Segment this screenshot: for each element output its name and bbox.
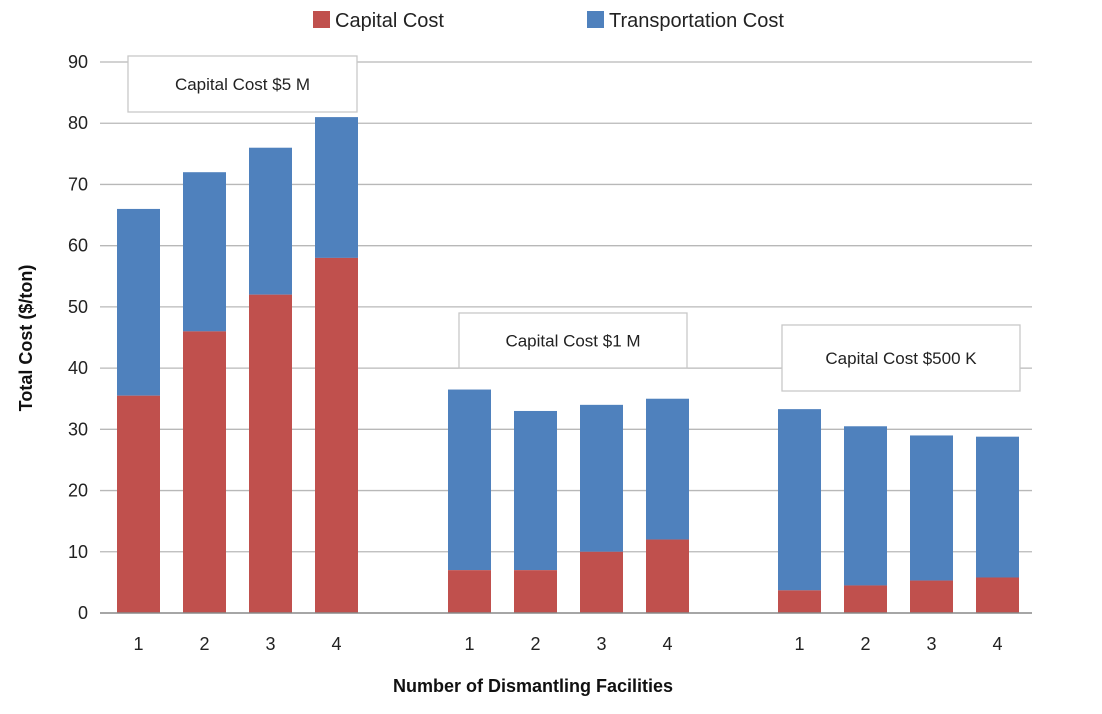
y-tick-label: 90 bbox=[68, 52, 88, 72]
x-axis-ticks: 1 2 3 4 1 2 3 4 1 2 3 4 bbox=[133, 634, 1002, 654]
x-tick-label: 2 bbox=[199, 634, 209, 654]
x-tick-label: 4 bbox=[662, 634, 672, 654]
bar-transportation-cost bbox=[778, 409, 821, 591]
legend-label: Transportation Cost bbox=[609, 10, 784, 32]
bar-transportation-cost bbox=[249, 147, 292, 295]
legend-label: Capital Cost bbox=[335, 10, 444, 32]
y-tick-label: 80 bbox=[68, 113, 88, 133]
x-tick-label: 4 bbox=[992, 634, 1002, 654]
bar-capital-cost bbox=[514, 570, 557, 613]
bar-transportation-cost bbox=[646, 398, 689, 540]
y-axis-title: Total Cost ($/ton) bbox=[16, 265, 36, 412]
bar-transportation-cost bbox=[448, 389, 491, 571]
x-tick-label: 3 bbox=[596, 634, 606, 654]
y-tick-label: 10 bbox=[68, 542, 88, 562]
annotation-box bbox=[458, 312, 688, 369]
bar-transportation-cost bbox=[910, 435, 953, 581]
annotation-box bbox=[781, 324, 1021, 392]
group-annotations: Capital Cost $5 M Capital Cost $1 M Capita… bbox=[127, 55, 1021, 392]
x-axis-title: Number of Dismantling Facilities bbox=[393, 676, 673, 696]
annotation-label: Capital Cost $5 M bbox=[175, 75, 310, 94]
y-tick-label: 20 bbox=[68, 481, 88, 501]
bar-capital-cost bbox=[249, 294, 292, 613]
bar-capital-cost bbox=[646, 539, 689, 613]
legend-swatch bbox=[587, 11, 604, 28]
bar-capital-cost bbox=[844, 585, 887, 613]
bar-capital-cost bbox=[448, 570, 491, 613]
gridlines bbox=[100, 61, 1032, 553]
bar-transportation-cost bbox=[117, 208, 160, 396]
bar-capital-cost bbox=[976, 577, 1019, 613]
x-tick-label: 4 bbox=[331, 634, 341, 654]
y-tick-label: 0 bbox=[78, 603, 88, 623]
bar-transportation-cost bbox=[976, 436, 1019, 578]
annotation-label: Capital Cost $1 M bbox=[505, 332, 640, 351]
bar-transportation-cost bbox=[514, 410, 557, 571]
bar-transportation-cost bbox=[580, 404, 623, 552]
legend: Capital Cost Transportation Cost bbox=[313, 10, 784, 32]
y-tick-label: 40 bbox=[68, 358, 88, 378]
x-tick-label: 1 bbox=[133, 634, 143, 654]
annotation-label: Capital Cost $500 K bbox=[825, 349, 977, 368]
x-tick-label: 3 bbox=[265, 634, 275, 654]
x-tick-label: 1 bbox=[794, 634, 804, 654]
y-tick-label: 50 bbox=[68, 297, 88, 317]
y-tick-label: 70 bbox=[68, 174, 88, 194]
y-axis-ticks: 0 10 20 30 40 50 60 70 80 90 bbox=[68, 52, 88, 623]
bar-transportation-cost bbox=[844, 426, 887, 586]
annotation-box bbox=[127, 55, 358, 113]
bar-capital-cost bbox=[117, 395, 160, 613]
bar-transportation-cost bbox=[315, 117, 358, 258]
bar-transportation-cost bbox=[183, 172, 226, 332]
y-tick-label: 30 bbox=[68, 419, 88, 439]
bar-capital-cost bbox=[315, 257, 358, 613]
bar-capital-cost bbox=[580, 551, 623, 613]
legend-swatch bbox=[313, 11, 330, 28]
y-tick-label: 60 bbox=[68, 236, 88, 256]
x-tick-label: 2 bbox=[530, 634, 540, 654]
x-tick-label: 1 bbox=[464, 634, 474, 654]
bars bbox=[117, 117, 1019, 613]
x-tick-label: 2 bbox=[860, 634, 870, 654]
bar-capital-cost bbox=[183, 331, 226, 613]
x-tick-label: 3 bbox=[926, 634, 936, 654]
bar-capital-cost bbox=[778, 590, 821, 613]
bar-capital-cost bbox=[910, 580, 953, 613]
